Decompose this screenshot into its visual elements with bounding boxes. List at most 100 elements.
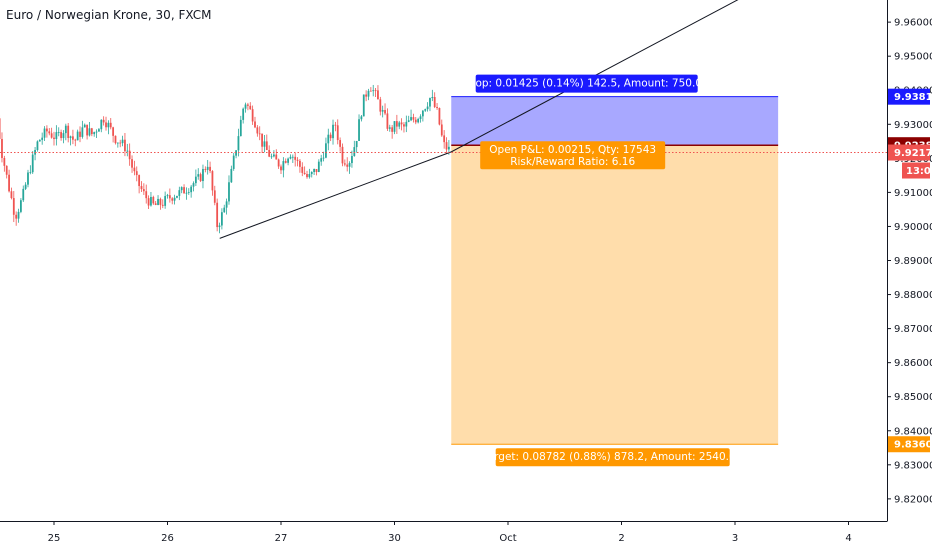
candle-body [29,172,32,173]
candle-body [27,172,29,185]
candle-body [183,187,185,194]
candle-body [287,158,289,163]
y-tick-label: 9.82000 [894,494,932,505]
candle-body [372,90,375,92]
candle-body [336,125,339,141]
candle-body [46,128,48,132]
candle-body [235,150,237,156]
candle-body [83,124,86,128]
candle-body [445,142,448,150]
price-tag-0-bg [888,88,930,105]
candle-body [57,132,60,133]
candle-body [388,127,391,129]
candle-body [124,139,126,152]
y-tick-label: 9.93000 [894,120,932,131]
candle-body [190,186,193,193]
candle-body [440,124,443,136]
candle-body [135,171,138,176]
candle-body [157,198,159,205]
candle-body [24,184,27,189]
candle-body [367,90,370,97]
x-tick-label: 26 [161,533,174,544]
candle-body [282,161,285,171]
candle-body [412,117,415,120]
candle-body [41,137,44,140]
candle-body [81,127,84,137]
candle-body [374,90,377,92]
candle-body [358,119,360,142]
countdown-bg [902,162,930,179]
candle-body [38,139,41,142]
candle-body [334,124,337,126]
candle-body [398,122,401,127]
candle-body [131,159,133,168]
x-tick-label: 25 [48,533,61,544]
candle-body [393,121,396,132]
candle-body [204,169,207,170]
candle-body [202,169,204,182]
candle-body [313,169,316,173]
candle-body [386,113,389,129]
candle-body [400,122,403,125]
candle-body [102,119,105,123]
candle-body [261,133,263,147]
candle-body [223,207,226,213]
y-tick-label: 9.90000 [894,222,932,233]
candle-body [230,168,233,183]
candle-body [348,163,351,167]
candle-body [339,140,342,147]
candle-body [8,174,10,192]
candle-body [426,106,429,110]
candle-body [53,137,55,140]
candle-body [239,119,242,137]
candle-body [306,173,308,178]
candle-body [381,110,384,112]
pnl-label-bg [480,141,666,170]
candle-body [187,192,190,193]
candle-body [209,166,211,172]
candle-body [93,132,96,135]
candle-body [289,156,292,159]
candle-body [95,131,98,133]
candle-body [107,122,110,128]
candle-body [417,118,420,123]
candle-body [119,142,122,144]
candle-body [142,189,145,192]
y-tick-label: 9.89000 [894,256,932,267]
candle-body [171,198,174,201]
candle-body [1,138,3,158]
candle-body [362,94,365,117]
candle-body [379,99,382,112]
candle-body [360,116,363,120]
candle-body [369,90,372,92]
candle-body [225,201,228,208]
candle-body [327,134,330,144]
candle-body [346,164,349,167]
candle-body [74,139,77,141]
target-zone [451,145,779,445]
candle-body [90,128,93,135]
candle-body [296,159,299,161]
candle-body [192,183,195,187]
candle-body [128,150,131,160]
candle-body [258,133,261,135]
pnl-label-text: Risk/Reward Ratio: 6.16 [510,156,635,168]
candle-body [343,163,346,165]
y-tick-label: 9.83000 [894,460,932,471]
candle-body [173,197,176,201]
candle-body [414,119,417,123]
candle-body [329,134,332,139]
candle-body [310,172,313,175]
price-tag-2-bg [888,436,930,453]
candle-body [436,106,438,109]
candle-body [275,154,278,160]
candle-body [249,105,252,110]
candle-body [433,97,436,107]
candle-body [421,110,424,117]
candle-body [140,186,143,190]
candle-body [121,139,124,144]
candle-body [152,196,155,204]
candle-body [150,196,152,206]
